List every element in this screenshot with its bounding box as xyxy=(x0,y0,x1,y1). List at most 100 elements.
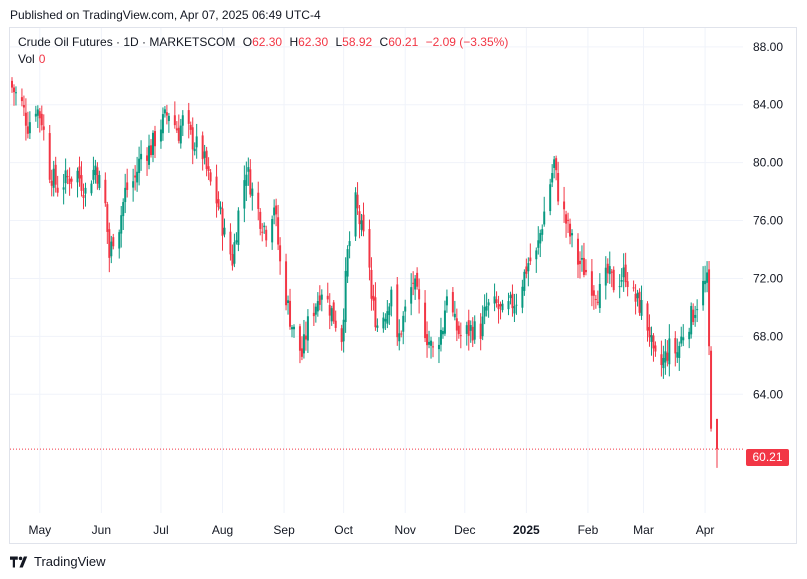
candle-body xyxy=(432,346,435,348)
candle-body xyxy=(96,167,99,184)
low-label: L xyxy=(335,35,343,49)
candle-body xyxy=(410,287,413,304)
close-value: 60.21 xyxy=(388,35,419,49)
candle-body xyxy=(112,237,115,247)
candle-body xyxy=(459,335,462,337)
candle-body xyxy=(557,172,560,202)
tradingview-logo-icon xyxy=(10,555,28,568)
candle-body xyxy=(553,159,556,168)
candle-body xyxy=(42,126,45,130)
candle-body xyxy=(424,302,427,339)
candle-body xyxy=(233,242,236,264)
candle-body xyxy=(414,278,417,290)
candle-body xyxy=(457,325,460,335)
candle-body xyxy=(342,319,345,342)
candle-body xyxy=(11,80,13,88)
candle-body xyxy=(191,127,194,150)
candle-body xyxy=(523,271,526,291)
candle-body xyxy=(646,303,649,331)
candle-body xyxy=(368,229,371,268)
x-tick-label: Nov xyxy=(395,523,416,537)
candle-body xyxy=(376,325,379,328)
candle-body xyxy=(521,286,524,308)
candle-body xyxy=(398,333,401,342)
y-tick-label: 76.00 xyxy=(753,214,783,228)
candle-body xyxy=(676,352,679,358)
y-tick-label: 72.00 xyxy=(753,271,783,285)
candle-body xyxy=(150,145,153,156)
candle-body xyxy=(62,187,65,190)
candle-body xyxy=(608,266,611,275)
candle-body xyxy=(56,187,59,193)
candle-body xyxy=(604,267,607,286)
candle-body xyxy=(259,211,262,229)
candle-body xyxy=(640,300,643,316)
candle-body xyxy=(152,132,154,155)
candle-body xyxy=(680,336,683,344)
candle-body xyxy=(82,194,85,198)
candle-body xyxy=(122,202,125,217)
symbol-title[interactable]: Crude Oil Futures · 1D · MARKETSCOM xyxy=(18,35,236,49)
candle-body xyxy=(487,302,490,306)
candle-body xyxy=(692,309,695,323)
candle-body xyxy=(314,306,317,315)
candle-body xyxy=(68,178,71,185)
x-tick-label: Aug xyxy=(212,523,233,537)
candle-body xyxy=(298,326,301,351)
candle-body xyxy=(348,241,351,247)
candle-body xyxy=(374,297,377,328)
candle-body xyxy=(306,316,309,341)
candle-body xyxy=(104,179,107,204)
candle-body xyxy=(386,311,389,324)
candle-body xyxy=(485,305,488,311)
candle-body xyxy=(493,296,496,304)
x-tick-label: Jun xyxy=(92,523,111,537)
x-tick-label: May xyxy=(28,523,51,537)
candle-body xyxy=(22,105,25,108)
candle-body xyxy=(497,304,500,310)
candle-body xyxy=(418,289,421,300)
candle-body xyxy=(318,295,321,305)
candle-body xyxy=(344,270,347,323)
candle-body xyxy=(66,175,69,178)
candle-body xyxy=(84,187,87,194)
candle-body xyxy=(606,263,609,274)
candle-body xyxy=(40,113,43,126)
candle-body xyxy=(710,350,713,429)
candle-body xyxy=(563,201,566,210)
candle-body xyxy=(291,327,294,330)
candle-body xyxy=(636,292,639,299)
candle-body xyxy=(167,115,170,122)
candle-body xyxy=(52,168,55,188)
candle-body xyxy=(674,338,677,354)
candle-body xyxy=(455,318,458,331)
candle-body xyxy=(479,323,482,339)
tradingview-brand[interactable]: TradingView xyxy=(10,554,106,569)
candle-body xyxy=(443,310,446,334)
last-price-tag: 60.21 xyxy=(746,449,789,466)
candle-body xyxy=(612,269,615,291)
candle-body xyxy=(98,175,101,188)
candle-body xyxy=(271,219,274,243)
candle-body xyxy=(555,158,558,171)
candle-body xyxy=(312,312,315,317)
candle-body xyxy=(161,114,164,134)
candle-body xyxy=(207,166,210,172)
chart-frame[interactable] xyxy=(9,27,797,544)
candle-body xyxy=(690,306,693,335)
candle-body xyxy=(332,302,335,322)
candle-body xyxy=(370,269,373,299)
y-tick-label: 80.00 xyxy=(753,156,783,170)
candle-body xyxy=(195,136,198,148)
candle-body xyxy=(634,293,637,302)
candle-body xyxy=(716,418,718,450)
candle-body xyxy=(177,127,180,141)
candle-body xyxy=(527,263,530,272)
candle-body xyxy=(360,220,363,230)
candle-body xyxy=(396,284,399,338)
candle-body xyxy=(126,182,129,190)
candle-body xyxy=(289,300,292,327)
candle-body xyxy=(471,326,474,341)
candle-body xyxy=(38,111,41,119)
